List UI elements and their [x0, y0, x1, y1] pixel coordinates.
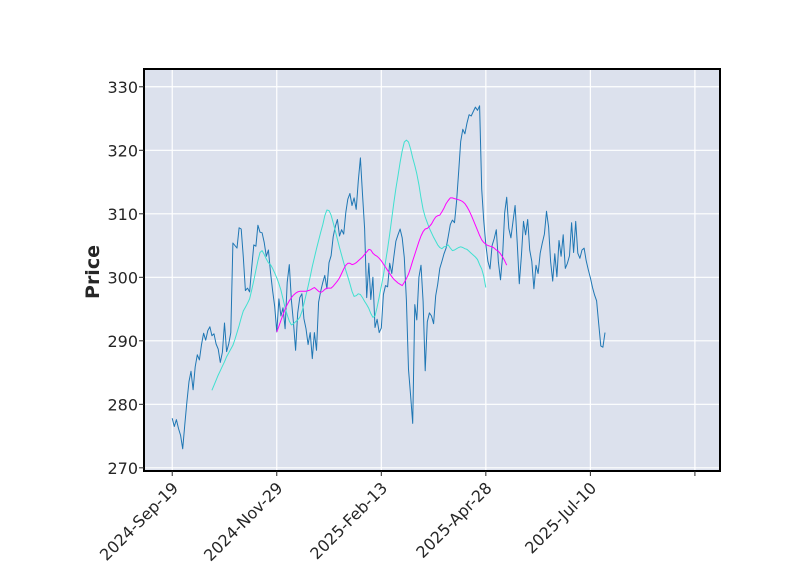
- series-line-close: [171, 105, 606, 450]
- y-tick-label: 330: [107, 78, 138, 97]
- x-tick-label: 2025-Apr-28: [412, 478, 495, 561]
- series-lines: [171, 105, 606, 450]
- y-tick-label: 300: [107, 268, 138, 287]
- x-tick-label: 2025-Feb-13: [306, 478, 391, 563]
- gridlines: [144, 69, 720, 471]
- x-tick-label: 2025-Jul-10: [521, 478, 600, 557]
- x-tick-label: 2024-Nov-29: [200, 478, 287, 565]
- series-line-ma50: [276, 197, 508, 333]
- y-tick-label: 270: [107, 459, 138, 478]
- x-tick-label: 2024-Sep-19: [96, 478, 182, 564]
- y-tick-label: 280: [107, 395, 138, 414]
- y-axis-title: Price: [82, 245, 104, 299]
- y-tick-label: 310: [107, 205, 138, 224]
- y-axis-ticks: 270 280 290 300 310 320 330: [107, 78, 144, 478]
- plot-area: [144, 69, 720, 471]
- y-tick-label: 320: [107, 141, 138, 160]
- y-tick-label: 290: [107, 332, 138, 351]
- series-line-ma20: [211, 139, 487, 391]
- plot-frame: [143, 68, 721, 472]
- x-axis-ticks: 2024-Sep-19 2024-Nov-29 2025-Feb-13 2025-Ap…: [96, 471, 696, 565]
